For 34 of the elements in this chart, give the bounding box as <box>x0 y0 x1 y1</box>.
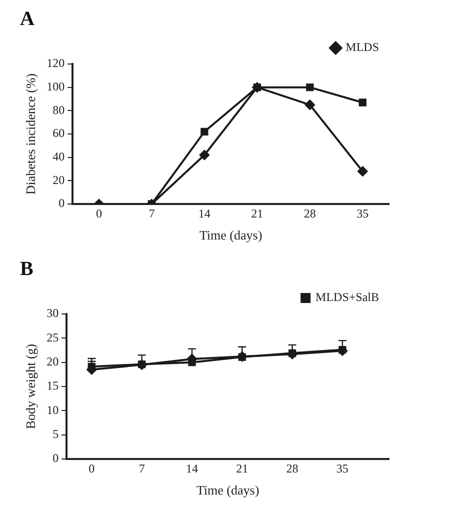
y-tick-label: 60 <box>52 126 65 140</box>
x-tick-label: 21 <box>251 206 264 220</box>
x-tick-label: 14 <box>186 461 198 476</box>
x-tick-label: 28 <box>304 206 316 220</box>
y-tick-label: 100 <box>46 79 65 94</box>
y-tick-label: 30 <box>46 306 59 320</box>
x-axis-title: Time (days) <box>196 482 260 498</box>
x-axis-title: Time (days) <box>199 228 262 243</box>
chart-title: B <box>20 258 34 280</box>
x-tick-label: 7 <box>148 206 155 220</box>
x-tick-label: 28 <box>286 461 298 476</box>
y-tick-label: 120 <box>46 56 65 70</box>
y-tick-label: 15 <box>46 378 59 393</box>
legend-label: MLDS+SalB <box>316 290 380 304</box>
y-tick-label: 5 <box>52 426 59 441</box>
y-tick-label: 20 <box>52 172 65 187</box>
chart-title: A <box>20 8 35 30</box>
y-tick-label: 10 <box>46 402 59 417</box>
y-tick-label: 20 <box>46 354 59 368</box>
x-tick-label: 7 <box>138 461 145 476</box>
y-axis-title: Body weight (g) <box>23 344 38 430</box>
legend-label: MLDS <box>346 40 380 54</box>
x-tick-label: 35 <box>356 206 369 220</box>
y-axis-title: Diabetes incidence (%) <box>23 73 38 195</box>
x-tick-label: 21 <box>236 461 248 476</box>
y-tick-label: 0 <box>52 451 59 466</box>
y-tick-label: 0 <box>58 196 65 210</box>
x-tick-label: 0 <box>88 461 95 476</box>
y-tick-label: 25 <box>46 330 59 344</box>
x-tick-label: 35 <box>336 461 348 476</box>
y-tick-label: 80 <box>52 102 65 117</box>
x-tick-label: 0 <box>96 206 102 220</box>
y-tick-label: 40 <box>52 149 65 164</box>
x-tick-label: 14 <box>198 206 210 220</box>
